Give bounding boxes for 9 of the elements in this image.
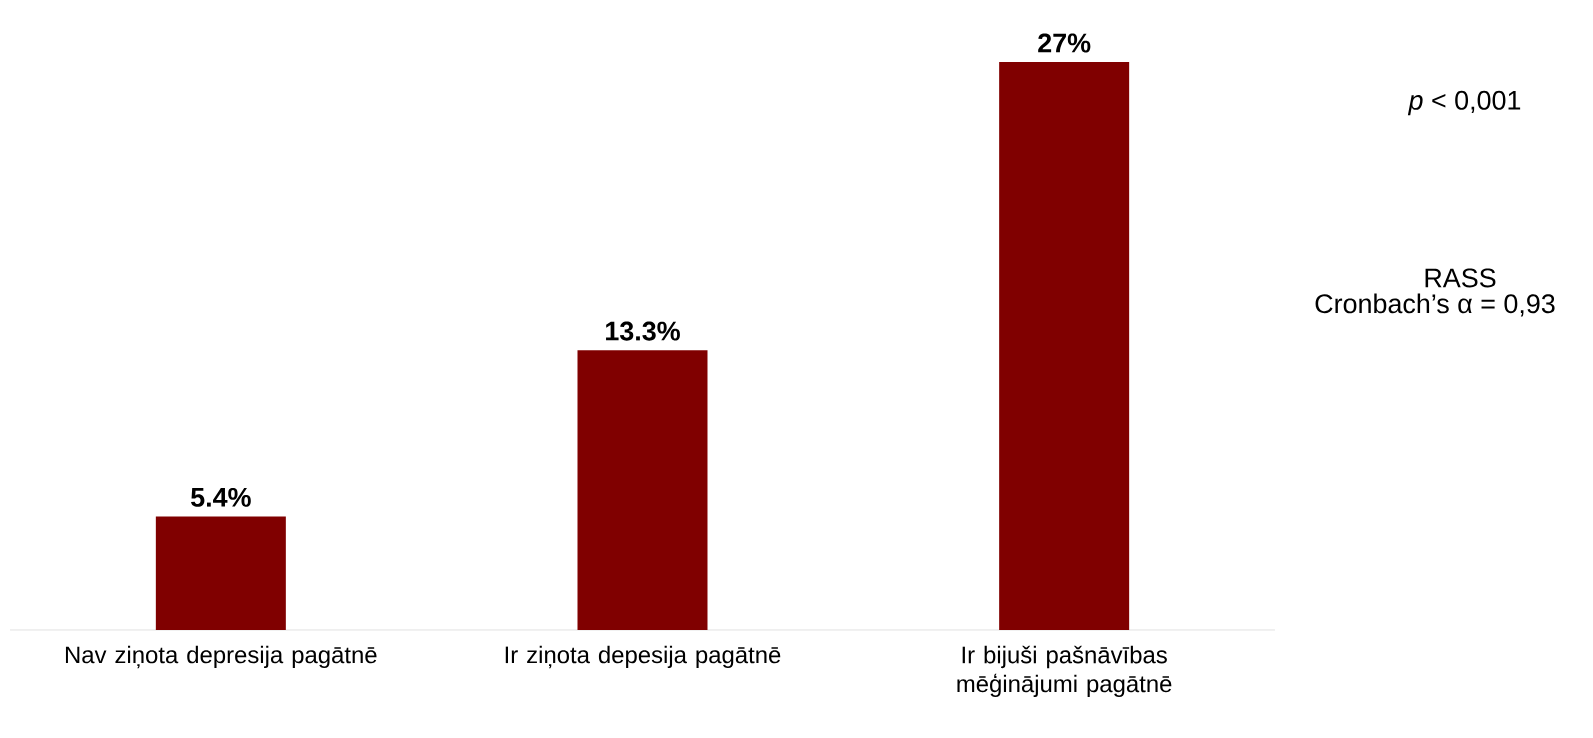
text: Cronbach’s α = 0,93 xyxy=(1315,293,1555,317)
data-label: 13.3% xyxy=(606,321,680,341)
x-tick-label: Ir ziņota depesija pagātnē xyxy=(505,645,781,669)
text: p < 0,001 xyxy=(1407,90,1521,116)
x-tick-label: Nav ziņota depresija pagātnē xyxy=(65,645,377,669)
data-label: 5.4% xyxy=(191,487,251,507)
x-tick-label: Ir bijuši pašnāvības mēģinājumi pagātnē xyxy=(957,645,1172,698)
text: RASS xyxy=(1425,268,1496,288)
data-label: 27% xyxy=(1038,33,1091,53)
